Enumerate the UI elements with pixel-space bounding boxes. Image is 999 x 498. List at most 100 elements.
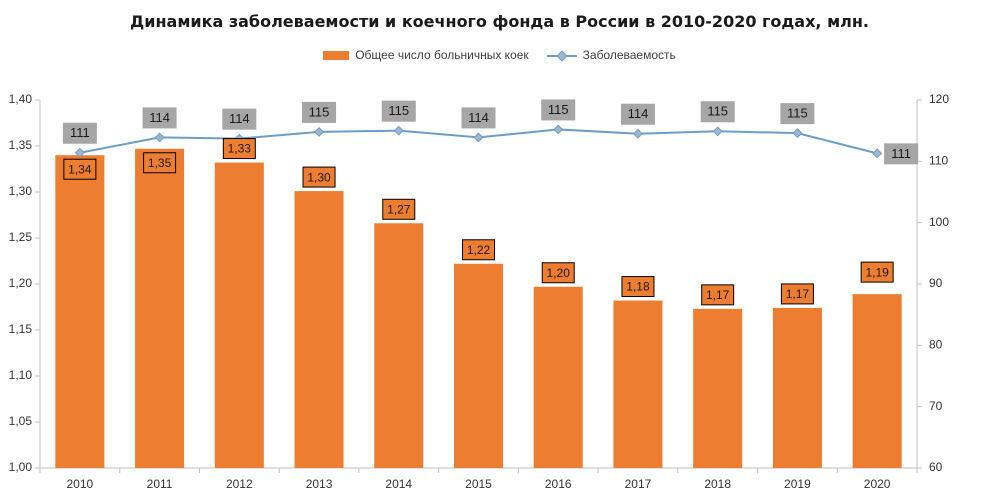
x-tick-label: 2015 [465,477,492,491]
bar-data-label: 1,20 [547,266,571,280]
legend: Общее число больничных коек Заболеваемос… [0,48,999,62]
y-right-tick-label: 70 [929,399,943,413]
line-marker [712,126,723,137]
bar [533,286,583,468]
bar-label-box [541,262,575,284]
y-left-tick-label: 1,15 [9,322,33,336]
line-data-label: 111 [70,125,90,140]
y-right-tick-label: 120 [929,92,949,106]
bar [55,155,105,468]
bar-data-label: 1,33 [228,142,252,156]
bar-data-label: 1,17 [706,288,730,302]
line-data-label: 115 [707,104,728,119]
bar-label-box [780,283,814,305]
line-marker [553,124,564,135]
line-label-box [302,101,337,123]
line-label-box [884,143,919,165]
y-right-tick-label: 100 [929,215,949,229]
x-tick-label: 2018 [704,477,731,491]
line-marker [154,132,165,143]
line-label-box [142,107,177,129]
line-label-box [461,107,496,129]
line-data-label: 115 [388,103,409,118]
legend-swatch-beds [323,50,350,60]
line-data-label: 111 [891,146,911,161]
line-marker [633,128,643,139]
bar-label-box [302,166,336,188]
y-left-tick-label: 1,00 [9,460,33,474]
legend-line-morbidity [546,51,577,60]
bar-data-label: 1,34 [68,162,92,176]
line-data-label: 114 [628,106,649,121]
line-data-label: 115 [787,106,808,121]
bar [613,300,663,468]
x-tick-label: 2020 [864,477,891,491]
bar-label-box [621,276,655,298]
y-right-tick-label: 90 [929,276,943,290]
bar-data-label: 1,30 [307,170,331,184]
y-left-tick-label: 1,20 [9,276,33,290]
bar [772,307,822,468]
y-left-tick-label: 1,35 [9,138,33,152]
x-tick-label: 2017 [625,477,652,491]
line-marker [314,126,324,137]
line-marker [74,147,85,158]
bar [453,263,504,468]
x-tick-label: 2010 [67,477,94,491]
bar-label-box [701,284,735,306]
x-tick-label: 2012 [226,477,253,491]
bar-label-box [462,239,495,261]
bar-label-box [382,198,416,220]
bar [135,148,185,468]
y-right-tick-label: 60 [929,460,943,474]
x-tick-label: 2011 [147,477,173,491]
bar [214,162,264,468]
legend-label-morbidity: Заболеваемость [582,48,676,62]
line-label-box [780,103,815,125]
line-data-label: 115 [309,104,330,119]
bar-data-label: 1,18 [626,280,650,294]
line-data-label: 114 [149,110,170,125]
x-tick-label: 2013 [306,477,333,491]
line-data-label: 114 [468,110,489,125]
line-label-box [222,108,257,130]
bar [294,191,344,468]
bar-data-label: 1,19 [865,265,889,279]
bar-label-box [143,152,177,174]
bar [852,294,902,468]
bar-data-label: 1,27 [387,202,411,216]
line-label-box [620,103,655,125]
y-right-tick-label: 110 [929,154,948,168]
bar-label-box [222,138,256,160]
bar [374,223,424,468]
bar-data-label: 1,35 [148,156,172,170]
y-left-tick-label: 1,05 [9,414,33,428]
line-marker [393,125,404,136]
legend-label-beds: Общее число больничных коек [355,48,529,62]
line-label-box [700,101,735,123]
line-label-box [381,100,416,122]
y-right-tick-label: 80 [929,338,943,352]
line-label-box [62,122,97,144]
x-tick-label: 2016 [545,477,572,491]
bar [693,308,743,468]
y-left-tick-label: 1,25 [9,230,33,244]
line-marker [473,132,484,143]
x-tick-label: 2014 [385,477,412,491]
line-marker [792,128,803,139]
bar-data-label: 1,17 [786,287,810,301]
bar-label-box [860,261,894,283]
line-data-label: 115 [548,102,569,117]
y-left-tick-label: 1,10 [9,368,33,382]
legend-item-morbidity: Заболеваемость [546,48,676,62]
y-left-tick-label: 1,40 [9,92,33,106]
line-label-box [541,99,576,121]
bar-label-box [63,158,97,180]
line-marker [872,148,883,159]
line-data-label: 114 [229,111,250,126]
chart-title: Динамика заболеваемости и коечного фонда… [130,12,869,31]
y-left-tick-label: 1,30 [9,184,33,198]
x-tick-label: 2019 [784,477,811,491]
